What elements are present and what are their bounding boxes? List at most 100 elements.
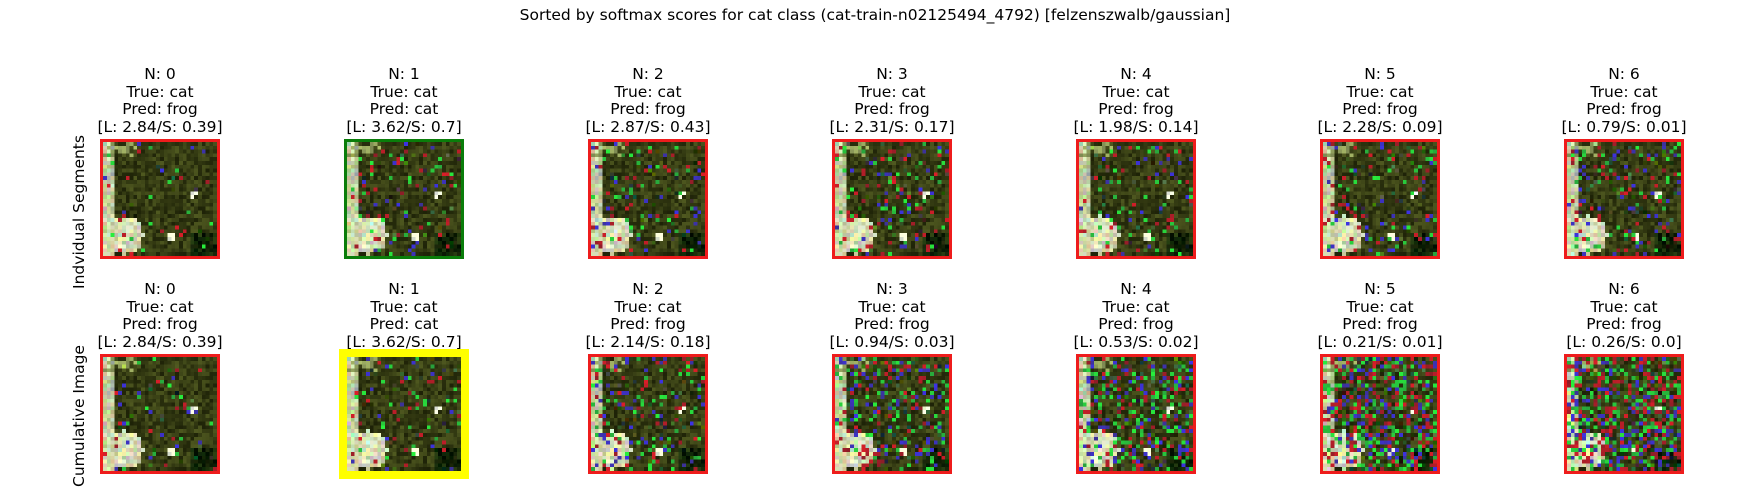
cell-pred-label: Pred: frog <box>122 100 198 118</box>
cell-title-r0-c0: N: 0 True: cat Pred: frog [L: 2.84/S: 0.39] <box>70 65 250 136</box>
cell-pred-label: Pred: frog <box>854 315 930 333</box>
cell-n-label: N: 6 <box>1608 280 1640 298</box>
cell-true-label: True: cat <box>1590 82 1658 101</box>
cell-title-r1-c4: N: 4 True: cat Pred: frog [L: 0.53/S: 0.02] <box>1046 280 1226 351</box>
cell-n-label: N: 2 <box>632 280 664 298</box>
cell-image-frame-red <box>588 354 708 474</box>
cell-pred-label: Pred: frog <box>854 100 930 118</box>
cell-n-label: N: 2 <box>632 65 664 83</box>
cell-pred-label: Pred: frog <box>610 100 686 118</box>
cell-pred-label: Pred: cat <box>369 100 439 118</box>
cell-image-frame-green <box>344 139 464 259</box>
cell-n-label: N: 0 <box>144 280 176 298</box>
cell-scores-label: [L: 0.26/S: 0.0] <box>1566 332 1682 351</box>
cell-title-r0-c4: N: 4 True: cat Pred: frog [L: 1.98/S: 0.14] <box>1046 65 1226 136</box>
cell-n-label: N: 4 <box>1120 280 1152 298</box>
cell-image-frame-red <box>832 139 952 259</box>
cell-scores-label: [L: 3.62/S: 0.7] <box>346 117 462 136</box>
cell-image <box>835 357 949 471</box>
cell-scores-label: [L: 0.79/S: 0.01] <box>1561 117 1687 136</box>
cell-image-frame-red <box>100 354 220 474</box>
cell-scores-label: [L: 2.87/S: 0.43] <box>585 117 711 136</box>
cell-title-r1-c0: N: 0 True: cat Pred: frog [L: 2.84/S: 0.39] <box>70 280 250 351</box>
cell-image <box>1079 142 1193 256</box>
cell-scores-label: [L: 3.62/S: 0.7] <box>346 332 462 351</box>
cell-title-r1-c1: N: 1 True: cat Pred: cat [L: 3.62/S: 0.7] <box>314 280 494 351</box>
cell-image <box>1323 142 1437 256</box>
cell-true-label: True: cat <box>1102 297 1170 316</box>
cell-true-label: True: cat <box>1346 297 1414 316</box>
cell-n-label: N: 3 <box>876 280 908 298</box>
cell-image-frame-yellow <box>339 349 469 479</box>
cell-image-frame-red <box>100 139 220 259</box>
cell-pred-label: Pred: cat <box>369 315 439 333</box>
cell-title-r0-c3: N: 3 True: cat Pred: frog [L: 2.31/S: 0.17] <box>802 65 982 136</box>
cell-title-r1-c2: N: 2 True: cat Pred: frog [L: 2.14/S: 0.18] <box>558 280 738 351</box>
cell-scores-label: [L: 0.53/S: 0.02] <box>1073 332 1199 351</box>
cell-n-label: N: 3 <box>876 65 908 83</box>
cell-scores-label: [L: 2.84/S: 0.39] <box>97 332 223 351</box>
cell-true-label: True: cat <box>1590 297 1658 316</box>
cell-true-label: True: cat <box>370 297 438 316</box>
cell-pred-label: Pred: frog <box>610 315 686 333</box>
cell-true-label: True: cat <box>126 82 194 101</box>
cell-title-r0-c1: N: 1 True: cat Pred: cat [L: 3.62/S: 0.7] <box>314 65 494 136</box>
cell-scores-label: [L: 2.14/S: 0.18] <box>585 332 711 351</box>
cell-title-r1-c6: N: 6 True: cat Pred: frog [L: 0.26/S: 0.0] <box>1534 280 1714 351</box>
cell-image-frame-red <box>1320 354 1440 474</box>
cell-image <box>591 357 705 471</box>
cell-image-frame-red <box>1564 354 1684 474</box>
cell-title-r0-c6: N: 6 True: cat Pred: frog [L: 0.79/S: 0.01] <box>1534 65 1714 136</box>
cell-pred-label: Pred: frog <box>1586 315 1662 333</box>
figure-title: Sorted by softmax scores for cat class (… <box>519 6 1231 24</box>
cell-image-frame-red <box>832 354 952 474</box>
cell-n-label: N: 0 <box>144 65 176 83</box>
cell-pred-label: Pred: frog <box>1098 100 1174 118</box>
cell-true-label: True: cat <box>370 82 438 101</box>
cell-true-label: True: cat <box>858 297 926 316</box>
cell-pred-label: Pred: frog <box>122 315 198 333</box>
cell-scores-label: [L: 2.28/S: 0.09] <box>1317 117 1443 136</box>
cell-image <box>1323 357 1437 471</box>
cell-pred-label: Pred: frog <box>1586 100 1662 118</box>
cell-n-label: N: 6 <box>1608 65 1640 83</box>
cell-pred-label: Pred: frog <box>1342 100 1418 118</box>
cell-title-r0-c5: N: 5 True: cat Pred: frog [L: 2.28/S: 0.09] <box>1290 65 1470 136</box>
cell-image <box>347 142 461 256</box>
cell-n-label: N: 5 <box>1364 65 1396 83</box>
cell-n-label: N: 4 <box>1120 65 1152 83</box>
cell-n-label: N: 1 <box>388 65 420 83</box>
cell-n-label: N: 1 <box>388 280 420 298</box>
cell-title-r1-c5: N: 5 True: cat Pred: frog [L: 0.21/S: 0.01] <box>1290 280 1470 351</box>
cell-image-frame-red <box>1564 139 1684 259</box>
cell-scores-label: [L: 0.21/S: 0.01] <box>1317 332 1443 351</box>
cell-true-label: True: cat <box>1102 82 1170 101</box>
cell-true-label: True: cat <box>858 82 926 101</box>
cell-image <box>347 357 461 471</box>
cell-scores-label: [L: 2.31/S: 0.17] <box>829 117 955 136</box>
cell-true-label: True: cat <box>614 82 682 101</box>
cell-image-frame-red <box>1076 354 1196 474</box>
cell-true-label: True: cat <box>126 297 194 316</box>
row-label-cumulative-image: Cumulative Image <box>69 345 88 487</box>
cell-image-frame-red <box>1320 139 1440 259</box>
cell-scores-label: [L: 2.84/S: 0.39] <box>97 117 223 136</box>
cell-scores-label: [L: 0.94/S: 0.03] <box>829 332 955 351</box>
cell-title-r1-c3: N: 3 True: cat Pred: frog [L: 0.94/S: 0.03] <box>802 280 982 351</box>
cell-true-label: True: cat <box>1346 82 1414 101</box>
cell-image <box>1079 357 1193 471</box>
cell-title-r0-c2: N: 2 True: cat Pred: frog [L: 2.87/S: 0.43] <box>558 65 738 136</box>
cell-image <box>1567 142 1681 256</box>
cell-pred-label: Pred: frog <box>1342 315 1418 333</box>
cell-image <box>835 142 949 256</box>
cell-n-label: N: 5 <box>1364 280 1396 298</box>
cell-scores-label: [L: 1.98/S: 0.14] <box>1073 117 1199 136</box>
cell-image-frame-red <box>1076 139 1196 259</box>
cell-image-frame-red <box>588 139 708 259</box>
cell-image <box>591 142 705 256</box>
cell-image <box>103 142 217 256</box>
cell-image <box>1567 357 1681 471</box>
cell-pred-label: Pred: frog <box>1098 315 1174 333</box>
cell-true-label: True: cat <box>614 297 682 316</box>
cell-image <box>103 357 217 471</box>
